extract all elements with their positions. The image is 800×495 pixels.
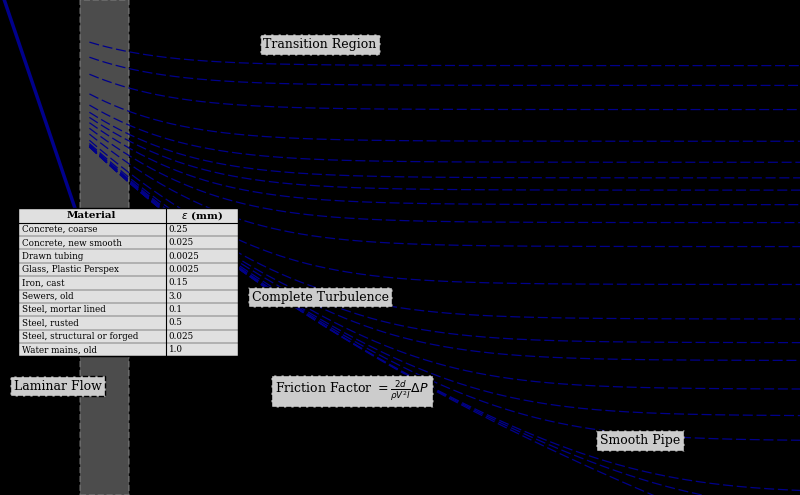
- Text: Steel, rusted: Steel, rusted: [22, 318, 78, 328]
- Text: Steel, mortar lined: Steel, mortar lined: [22, 305, 106, 314]
- Text: Smooth Pipe: Smooth Pipe: [600, 434, 680, 447]
- Text: 0.5: 0.5: [169, 318, 182, 328]
- Text: Concrete, coarse: Concrete, coarse: [22, 225, 97, 234]
- Text: 1.0: 1.0: [169, 345, 182, 354]
- Text: Complete Turbulence: Complete Turbulence: [251, 291, 389, 303]
- Text: 0.0025: 0.0025: [169, 251, 199, 261]
- Text: Concrete, new smooth: Concrete, new smooth: [22, 238, 122, 248]
- Text: Friction Factor $= \frac{2d}{\rho V^2 l} \Delta P$: Friction Factor $= \frac{2d}{\rho V^2 l}…: [275, 379, 429, 403]
- Text: Water mains, old: Water mains, old: [22, 345, 97, 354]
- Text: 0.0025: 0.0025: [169, 265, 199, 274]
- Text: Laminar Flow: Laminar Flow: [14, 380, 102, 393]
- Text: Glass, Plastic Perspex: Glass, Plastic Perspex: [22, 265, 118, 274]
- Text: Material: Material: [67, 211, 116, 220]
- Text: 3.0: 3.0: [169, 292, 182, 301]
- Text: Transition Region: Transition Region: [263, 38, 377, 51]
- Text: Drawn tubing: Drawn tubing: [22, 251, 83, 261]
- Text: 0.025: 0.025: [169, 238, 194, 248]
- Bar: [80, 0, 130, 495]
- Text: Sewers, old: Sewers, old: [22, 292, 74, 301]
- FancyBboxPatch shape: [18, 208, 238, 356]
- Text: 0.025: 0.025: [169, 332, 194, 341]
- Text: 0.1: 0.1: [169, 305, 182, 314]
- Text: $\varepsilon$ (mm): $\varepsilon$ (mm): [181, 209, 222, 222]
- Text: Iron, cast: Iron, cast: [22, 278, 64, 288]
- Text: 0.15: 0.15: [169, 278, 188, 288]
- Text: Steel, structural or forged: Steel, structural or forged: [22, 332, 138, 341]
- Text: 0.25: 0.25: [169, 225, 188, 234]
